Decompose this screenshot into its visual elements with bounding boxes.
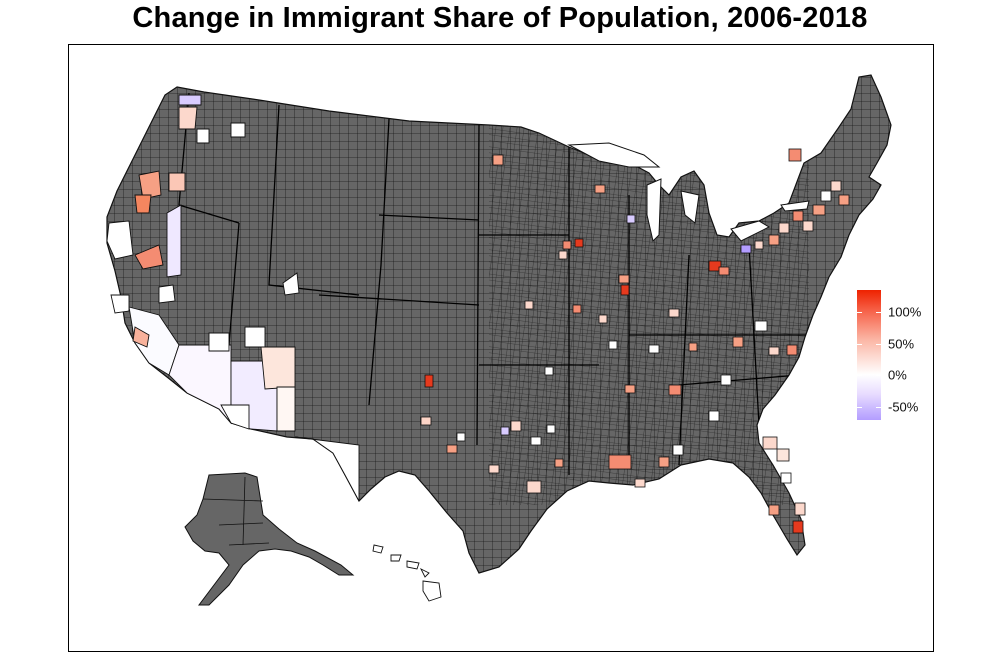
lake-michigan [646, 178, 662, 242]
legend-colorbar [857, 290, 881, 420]
map-title: Change in Immigrant Share of Population,… [132, 2, 868, 34]
legend-label-50: 50% [888, 336, 915, 352]
county-borders-east [489, 125, 809, 505]
hawaii [372, 544, 442, 602]
legend-label-neg50: -50% [888, 399, 919, 415]
lake-ontario [780, 200, 810, 212]
us-county-map [106, 74, 892, 606]
great-lakes [567, 142, 810, 242]
highlighted-counties-west [106, 94, 360, 502]
highlighted-counties-east [420, 148, 850, 534]
legend-label-100: 100% [888, 304, 922, 320]
map-panel [68, 44, 934, 652]
lake-erie [730, 220, 771, 242]
alaska [184, 472, 355, 606]
legend-label-0: 0% [888, 367, 907, 383]
lake-superior [567, 142, 661, 168]
color-legend: 100% 50% 0% -50% [857, 290, 947, 425]
lake-huron [680, 190, 700, 224]
state-boundaries [178, 92, 809, 475]
